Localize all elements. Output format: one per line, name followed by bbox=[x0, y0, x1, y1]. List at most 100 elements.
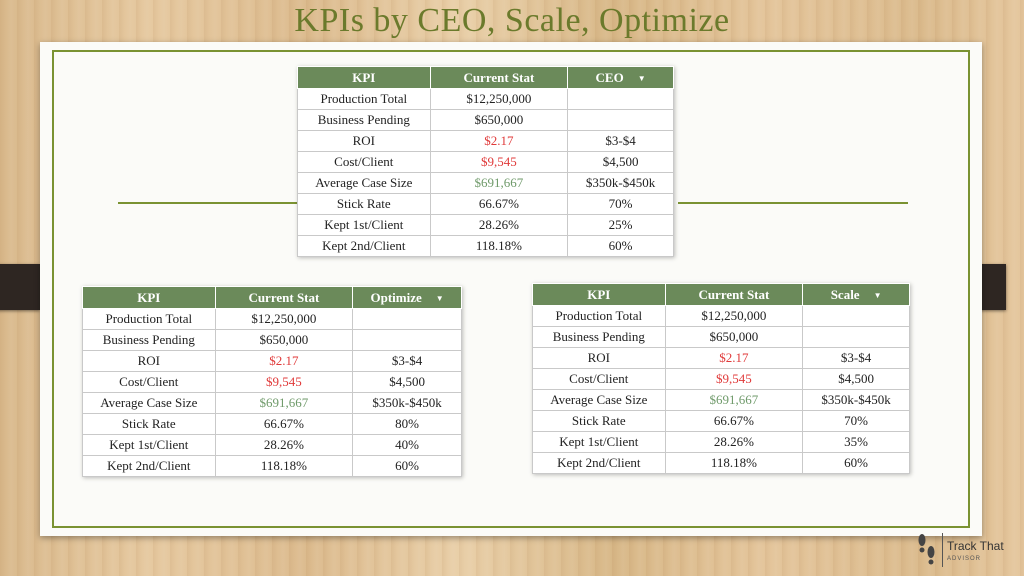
table-row: Kept 2nd/Client 118.18% 60% bbox=[532, 452, 910, 474]
target-cell[interactable]: $350k-$450k bbox=[802, 389, 910, 411]
current-stat-cell[interactable]: 66.67% bbox=[664, 410, 804, 432]
logo-brand: Track That bbox=[947, 539, 1004, 553]
kpi-cell[interactable]: Kept 1st/Client bbox=[532, 431, 666, 453]
current-stat-cell[interactable]: $9,545 bbox=[664, 368, 804, 390]
table-row: Cost/Client $9,545 $4,500 bbox=[82, 371, 462, 393]
kpi-cell[interactable]: Business Pending bbox=[82, 329, 216, 351]
current-stat-cell[interactable]: 28.26% bbox=[664, 431, 804, 453]
target-cell[interactable] bbox=[567, 88, 674, 110]
kpi-cell[interactable]: ROI bbox=[82, 350, 216, 372]
kpi-cell[interactable]: Cost/Client bbox=[532, 368, 666, 390]
header-target-filter[interactable]: CEO ▼ bbox=[567, 66, 674, 89]
kpi-cell[interactable]: ROI bbox=[297, 130, 431, 152]
current-stat-cell[interactable]: $650,000 bbox=[214, 329, 354, 351]
slide-title: KPIs by CEO, Scale, Optimize bbox=[294, 2, 730, 39]
kpi-cell[interactable]: Kept 2nd/Client bbox=[297, 235, 431, 257]
table-row: Production Total $12,250,000 bbox=[82, 308, 462, 330]
target-cell[interactable]: 35% bbox=[802, 431, 910, 453]
kpi-cell[interactable]: Production Total bbox=[532, 305, 666, 327]
optimize-table-body: Production Total $12,250,000 Business Pend… bbox=[82, 308, 462, 477]
current-stat-cell[interactable]: 118.18% bbox=[429, 235, 569, 257]
kpi-cell[interactable]: Business Pending bbox=[297, 109, 431, 131]
table-row: Stick Rate 66.67% 70% bbox=[297, 193, 674, 215]
kpi-cell[interactable]: Production Total bbox=[297, 88, 431, 110]
target-cell[interactable] bbox=[352, 308, 462, 330]
header-target-label: CEO bbox=[595, 69, 624, 85]
kpi-cell[interactable]: Stick Rate bbox=[82, 413, 216, 435]
target-cell[interactable]: 40% bbox=[352, 434, 462, 456]
current-stat-cell[interactable]: $12,250,000 bbox=[214, 308, 354, 330]
kpi-cell[interactable]: Cost/Client bbox=[82, 371, 216, 393]
kpi-cell[interactable]: Stick Rate bbox=[532, 410, 666, 432]
target-cell[interactable]: 25% bbox=[567, 214, 674, 236]
target-cell[interactable]: $4,500 bbox=[802, 368, 910, 390]
current-stat-cell[interactable]: $12,250,000 bbox=[429, 88, 569, 110]
scale-table-body: Production Total $12,250,000 Business Pend… bbox=[532, 305, 910, 474]
target-cell[interactable]: $3-$4 bbox=[352, 350, 462, 372]
kpi-cell[interactable]: Average Case Size bbox=[532, 389, 666, 411]
current-stat-cell[interactable]: $2.17 bbox=[429, 130, 569, 152]
target-cell[interactable] bbox=[802, 305, 910, 327]
current-stat-cell[interactable]: $9,545 bbox=[214, 371, 354, 393]
kpi-cell[interactable]: Cost/Client bbox=[297, 151, 431, 173]
table-row: Kept 1st/Client 28.26% 40% bbox=[82, 434, 462, 456]
current-stat-cell[interactable]: $9,545 bbox=[429, 151, 569, 173]
current-stat-cell[interactable]: 118.18% bbox=[664, 452, 804, 474]
dropdown-arrow-icon[interactable]: ▼ bbox=[637, 74, 646, 84]
target-cell[interactable]: $3-$4 bbox=[567, 130, 674, 152]
target-cell[interactable]: $350k-$450k bbox=[352, 392, 462, 414]
kpi-cell[interactable]: Kept 1st/Client bbox=[297, 214, 431, 236]
target-cell[interactable] bbox=[567, 109, 674, 131]
current-stat-cell[interactable]: 28.26% bbox=[214, 434, 354, 456]
header-kpi: KPI bbox=[532, 283, 666, 306]
target-cell[interactable]: $4,500 bbox=[567, 151, 674, 173]
header-target-label: Optimize bbox=[370, 289, 422, 305]
target-cell[interactable]: 70% bbox=[567, 193, 674, 215]
kpi-cell[interactable]: Average Case Size bbox=[297, 172, 431, 194]
kpi-cell[interactable]: Kept 2nd/Client bbox=[532, 452, 666, 474]
target-cell[interactable]: 70% bbox=[802, 410, 910, 432]
table-row: Stick Rate 66.67% 70% bbox=[532, 410, 910, 432]
kpi-cell[interactable]: Business Pending bbox=[532, 326, 666, 348]
current-stat-cell[interactable]: $650,000 bbox=[664, 326, 804, 348]
logo-text: Track That ADVISOR bbox=[947, 538, 1004, 562]
target-cell[interactable]: 60% bbox=[567, 235, 674, 257]
target-cell[interactable]: $350k-$450k bbox=[567, 172, 674, 194]
current-stat-cell[interactable]: 118.18% bbox=[214, 455, 354, 477]
target-cell[interactable]: 60% bbox=[352, 455, 462, 477]
header-target-filter[interactable]: Scale ▼ bbox=[802, 283, 910, 306]
header-kpi: KPI bbox=[297, 66, 431, 89]
kpi-cell[interactable]: Stick Rate bbox=[297, 193, 431, 215]
table-row: Business Pending $650,000 bbox=[297, 109, 674, 131]
header-target-filter[interactable]: Optimize ▼ bbox=[352, 286, 462, 309]
header-current-stat: Current Stat bbox=[214, 286, 354, 309]
kpi-cell[interactable]: Average Case Size bbox=[82, 392, 216, 414]
target-cell[interactable]: 80% bbox=[352, 413, 462, 435]
target-cell[interactable] bbox=[352, 329, 462, 351]
current-stat-cell[interactable]: $691,667 bbox=[214, 392, 354, 414]
current-stat-cell[interactable]: $2.17 bbox=[664, 347, 804, 369]
current-stat-cell[interactable]: $650,000 bbox=[429, 109, 569, 131]
dropdown-arrow-icon[interactable]: ▼ bbox=[873, 291, 882, 301]
current-stat-cell[interactable]: $691,667 bbox=[664, 389, 804, 411]
header-current-stat: Current Stat bbox=[429, 66, 569, 89]
target-cell[interactable]: 60% bbox=[802, 452, 910, 474]
footprints-icon bbox=[916, 532, 938, 568]
current-stat-cell[interactable]: 66.67% bbox=[429, 193, 569, 215]
target-cell[interactable]: $3-$4 bbox=[802, 347, 910, 369]
logo-tagline: ADVISOR bbox=[947, 556, 982, 562]
target-cell[interactable]: $4,500 bbox=[352, 371, 462, 393]
dropdown-arrow-icon[interactable]: ▼ bbox=[435, 294, 444, 304]
current-stat-cell[interactable]: 28.26% bbox=[429, 214, 569, 236]
current-stat-cell[interactable]: $12,250,000 bbox=[664, 305, 804, 327]
current-stat-cell[interactable]: $691,667 bbox=[429, 172, 569, 194]
current-stat-cell[interactable]: $2.17 bbox=[214, 350, 354, 372]
kpi-cell[interactable]: Kept 2nd/Client bbox=[82, 455, 216, 477]
kpi-cell[interactable]: Kept 1st/Client bbox=[82, 434, 216, 456]
target-cell[interactable] bbox=[802, 326, 910, 348]
kpi-cell[interactable]: Production Total bbox=[82, 308, 216, 330]
table-row: Kept 2nd/Client 118.18% 60% bbox=[82, 455, 462, 477]
table-row: Average Case Size $691,667 $350k-$450k bbox=[297, 172, 674, 194]
current-stat-cell[interactable]: 66.67% bbox=[214, 413, 354, 435]
kpi-cell[interactable]: ROI bbox=[532, 347, 666, 369]
